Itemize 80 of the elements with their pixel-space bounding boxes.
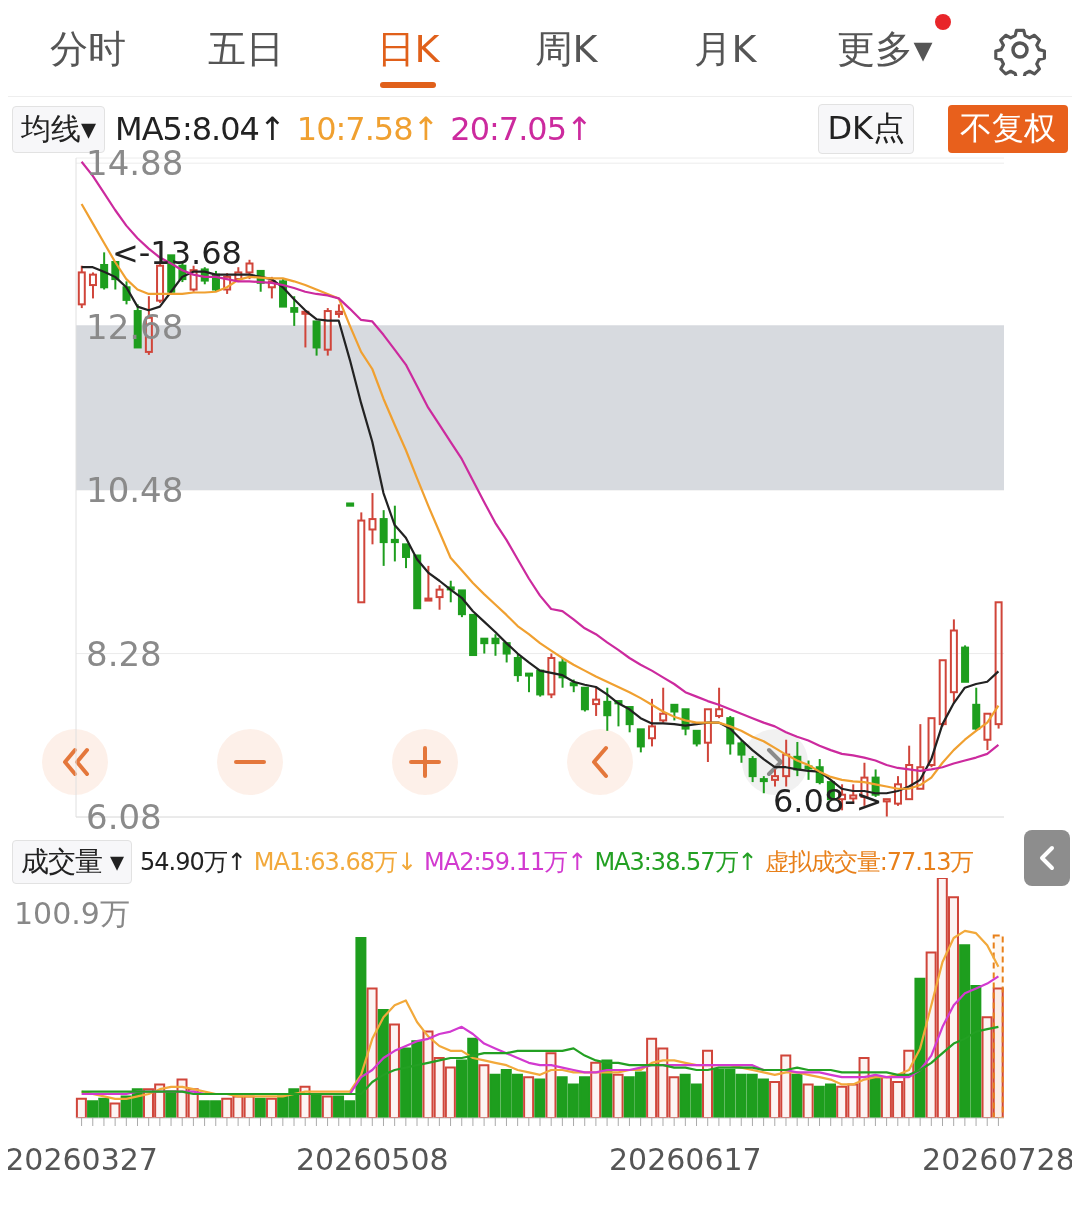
bar — [892, 1081, 904, 1118]
bar — [925, 951, 937, 1118]
candlestick — [905, 744, 914, 801]
y-tick-label: 10.48 — [86, 470, 184, 511]
bar — [422, 1030, 434, 1118]
bar — [802, 1083, 814, 1118]
text: MA2:59.11万↑ — [424, 847, 587, 878]
text: MA3:38.57万↑ — [594, 847, 757, 878]
text: MA5:8.04↑ — [115, 110, 285, 148]
candlestick — [580, 686, 589, 713]
bar — [545, 1052, 557, 1118]
candlestick — [961, 644, 970, 683]
bar — [791, 1073, 803, 1118]
text: 更多▾ — [836, 26, 934, 73]
candlestick — [536, 669, 545, 698]
candlestick — [424, 564, 433, 602]
text: 不复权 — [948, 105, 1068, 153]
candlestick — [703, 708, 712, 764]
bar — [366, 987, 378, 1118]
bar — [947, 896, 959, 1118]
candlestick — [469, 613, 478, 657]
candlestick — [357, 511, 366, 604]
candlestick — [480, 637, 489, 655]
annotation: 成交量 ▾ — [12, 840, 132, 884]
x-tick-label: 20260508 — [295, 1142, 449, 1177]
text: DK点 — [818, 104, 914, 154]
bar — [321, 1095, 333, 1118]
text: 虚拟成交量:77.13万 — [764, 847, 974, 878]
bar — [668, 1076, 680, 1118]
bar — [702, 1049, 714, 1118]
bar — [109, 1102, 121, 1118]
candlestick — [402, 543, 411, 570]
text: MA1:63.68万↓ — [253, 847, 417, 878]
text: 五日 — [207, 26, 285, 73]
bar — [478, 1064, 490, 1118]
text: 20:7.05↑ — [450, 110, 592, 148]
bar — [880, 1076, 892, 1118]
bar — [612, 1073, 624, 1118]
annotation: 100.9万 — [14, 895, 130, 933]
candlestick — [413, 554, 422, 610]
candlestick — [782, 738, 791, 788]
bar — [75, 1097, 87, 1118]
bar — [836, 1085, 848, 1118]
bar — [780, 1054, 792, 1118]
text: 月K — [692, 26, 758, 73]
y-tick-label: 8.28 — [86, 633, 162, 674]
bar — [265, 1097, 277, 1118]
candlestick — [882, 798, 891, 817]
bar — [769, 1081, 781, 1118]
text: 10:7.58↑ — [296, 110, 439, 148]
bar — [444, 1066, 456, 1118]
bar — [936, 878, 948, 1118]
candlestick — [346, 502, 355, 507]
bar — [534, 1078, 546, 1118]
text: 54.90万↑ — [139, 847, 246, 878]
y-tick-label: 6.08 — [86, 797, 162, 837]
x-tick-label: 20260327 — [5, 1142, 158, 1177]
x-tick-label: 20260728 — [922, 1142, 1075, 1177]
bar — [221, 1097, 233, 1118]
bar — [590, 1061, 602, 1118]
bar — [981, 1016, 993, 1118]
bar — [646, 1037, 658, 1118]
bar — [433, 1057, 445, 1118]
text: 日K — [375, 26, 441, 73]
bar — [657, 1047, 669, 1118]
bar — [992, 934, 1004, 1118]
bar — [869, 1076, 881, 1118]
candlestick — [368, 492, 377, 546]
text: 分时 — [49, 26, 127, 73]
bar — [388, 1023, 400, 1118]
candlestick — [312, 320, 321, 357]
candlestick — [770, 768, 779, 788]
bar — [254, 1097, 266, 1118]
candlestick — [390, 504, 399, 563]
x-tick-label: 20260617 — [609, 1142, 762, 1177]
bar — [523, 1076, 535, 1118]
candlestick — [100, 251, 109, 291]
text: 周K — [533, 26, 599, 73]
candlestick — [916, 723, 925, 790]
bar — [847, 1083, 859, 1118]
